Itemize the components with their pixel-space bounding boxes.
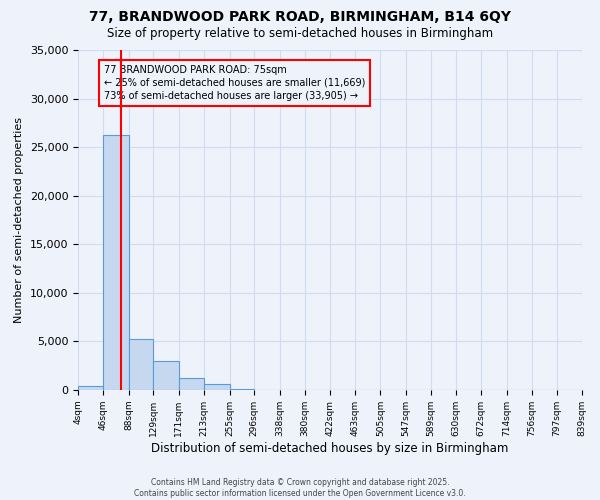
Text: Contains HM Land Registry data © Crown copyright and database right 2025.
Contai: Contains HM Land Registry data © Crown c… xyxy=(134,478,466,498)
Bar xyxy=(204,384,230,390)
Bar xyxy=(78,386,103,390)
Text: Size of property relative to semi-detached houses in Birmingham: Size of property relative to semi-detach… xyxy=(107,28,493,40)
Bar xyxy=(154,361,179,390)
Bar xyxy=(103,136,129,390)
X-axis label: Distribution of semi-detached houses by size in Birmingham: Distribution of semi-detached houses by … xyxy=(151,442,509,454)
Bar xyxy=(179,378,204,390)
Y-axis label: Number of semi-detached properties: Number of semi-detached properties xyxy=(14,117,24,323)
Text: 77 BRANDWOOD PARK ROAD: 75sqm
← 25% of semi-detached houses are smaller (11,669): 77 BRANDWOOD PARK ROAD: 75sqm ← 25% of s… xyxy=(104,64,365,101)
Bar xyxy=(230,388,254,390)
Bar xyxy=(129,340,154,390)
Text: 77, BRANDWOOD PARK ROAD, BIRMINGHAM, B14 6QY: 77, BRANDWOOD PARK ROAD, BIRMINGHAM, B14… xyxy=(89,10,511,24)
